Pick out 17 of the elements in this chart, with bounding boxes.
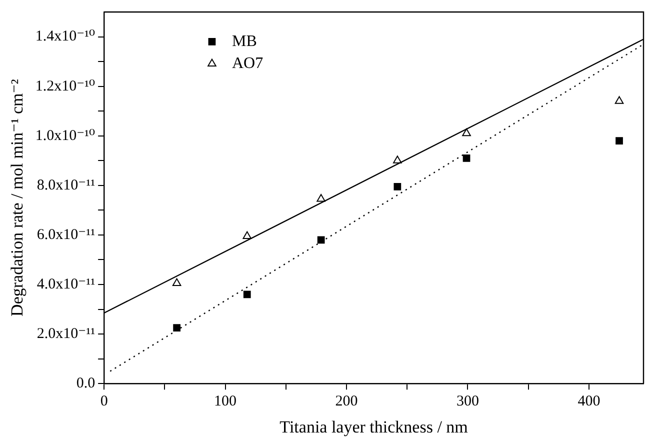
y-tick-label: 8.0x10⁻¹¹ — [36, 177, 96, 194]
legend-label: MB — [232, 32, 257, 50]
x-axis-title: Titania layer thickness / nm — [280, 417, 468, 436]
legend-label: AO7 — [232, 54, 264, 72]
x-tick-label: 100 — [214, 394, 237, 410]
x-tick-label: 200 — [335, 394, 358, 410]
y-tick-label: 1.4x10⁻¹⁰ — [35, 28, 96, 45]
x-tick-label: 0 — [100, 394, 108, 410]
y-axis-title: Degradation rate / mol min⁻¹ cm⁻² — [8, 79, 27, 316]
x-tick-label: 400 — [578, 394, 600, 410]
y-tick-label: 1.2x10⁻¹⁰ — [35, 78, 96, 94]
y-tick-label: 0.0 — [76, 376, 96, 392]
y-tick-label: 6.0x10⁻¹¹ — [36, 226, 96, 243]
y-tick-label: 2.0x10⁻¹¹ — [36, 326, 96, 342]
y-tick-label: 4.0x10⁻¹¹ — [36, 276, 96, 292]
x-tick-label: 300 — [456, 394, 479, 410]
y-tick-label: 1.0x10⁻¹⁰ — [35, 128, 96, 144]
